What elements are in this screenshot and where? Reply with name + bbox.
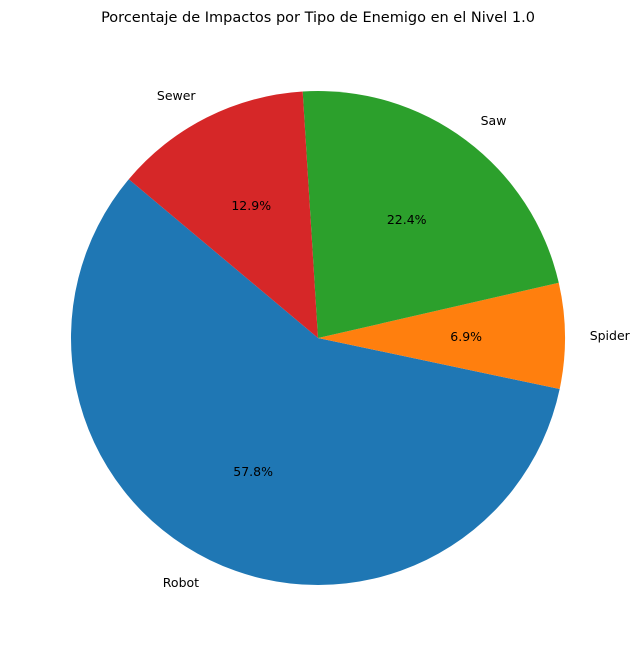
pct-label-saw: 22.4% <box>387 212 427 227</box>
chart-title: Porcentaje de Impactos por Tipo de Enemi… <box>101 10 535 26</box>
pct-label-robot: 57.8% <box>233 464 273 479</box>
slice-label-robot: Robot <box>163 575 199 590</box>
slice-label-saw: Saw <box>481 113 507 128</box>
slice-label-spider: Spider <box>590 328 631 343</box>
pie-slice-saw <box>302 91 559 338</box>
pie-slice-sewer <box>128 91 318 338</box>
pct-label-spider: 6.9% <box>450 329 482 344</box>
pie-slice-robot <box>70 179 560 586</box>
slice-label-sewer: Sewer <box>157 88 197 103</box>
pie-slice-spider <box>318 282 566 390</box>
pct-label-sewer: 12.9% <box>231 198 271 213</box>
pie-slices <box>70 91 566 586</box>
pie-labels: 57.8% Robot 6.9% Spider 22.4% Saw 12.9% Sewer <box>157 88 631 590</box>
